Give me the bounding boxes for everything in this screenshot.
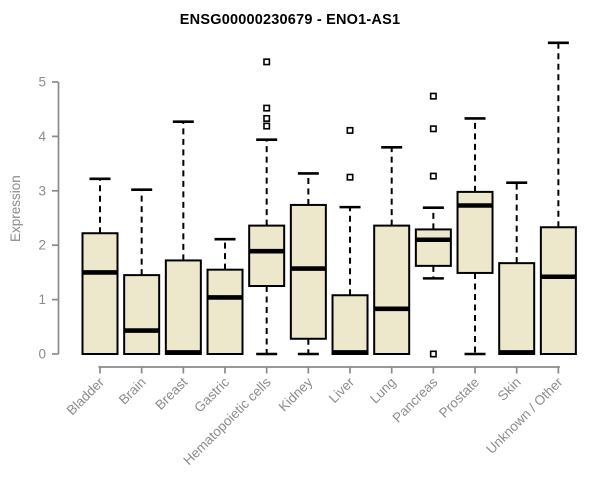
outlier-point — [346, 126, 354, 134]
outlier-point — [429, 172, 437, 180]
y-tick-label: 3 — [38, 183, 46, 198]
x-tick-label-pancreas: Pancreas — [390, 374, 441, 425]
x-tick-label-unknown-other: Unknown / Other — [483, 374, 566, 457]
iqr-box — [539, 226, 577, 355]
boxplot-group-breast — [164, 120, 202, 356]
boxplot-group-pancreas — [414, 92, 452, 358]
boxplot-group-unknown-other — [539, 41, 577, 355]
boxplot-group-liver — [331, 126, 369, 355]
iqr-box — [81, 232, 119, 355]
x-tick-label-bladder: Bladder — [64, 374, 108, 418]
boxplot-group-skin — [498, 181, 536, 356]
x-tick-label-gastric: Gastric — [191, 374, 232, 415]
iqr-box — [123, 274, 161, 355]
iqr-box — [248, 224, 286, 287]
y-tick-label: 1 — [38, 292, 46, 307]
boxplot-group-bladder — [81, 177, 119, 355]
boxplot-group-kidney — [289, 172, 327, 356]
boxplot-group-hematopoietic-cells — [248, 58, 286, 356]
y-tick-label: 0 — [38, 347, 46, 362]
iqr-box — [373, 224, 411, 355]
outlier-point — [429, 125, 437, 133]
iqr-box — [331, 294, 369, 355]
iqr-box — [164, 259, 202, 356]
iqr-box — [414, 228, 452, 267]
iqr-box — [206, 268, 244, 355]
outlier-point — [429, 350, 437, 358]
outlier-point — [346, 173, 354, 181]
y-tick-label: 4 — [38, 129, 46, 144]
y-tick-label: 5 — [38, 75, 46, 90]
boxplot-group-lung — [373, 145, 411, 355]
boxplot-group-brain — [123, 188, 161, 355]
outlier-point — [263, 104, 271, 112]
chart-title: ENSG00000230679 - ENO1-AS1 — [179, 12, 401, 28]
x-tick-label-kidney: Kidney — [276, 374, 316, 414]
boxplot-group-prostate — [456, 117, 494, 356]
iqr-box — [289, 203, 327, 340]
outlier-point — [429, 92, 437, 100]
outlier-point — [263, 122, 271, 130]
x-tick-label-brain: Brain — [116, 375, 149, 408]
x-tick-label-prostate: Prostate — [436, 375, 482, 421]
x-tick-label-liver: Liver — [326, 374, 358, 406]
outlier-point — [263, 114, 271, 122]
iqr-box — [498, 262, 536, 356]
x-tick-label-skin: Skin — [495, 375, 524, 404]
x-tick-label-lung: Lung — [367, 375, 399, 407]
boxplot-group-gastric — [206, 237, 244, 355]
x-tick-label-breast: Breast — [152, 374, 190, 412]
y-tick-label: 2 — [38, 238, 46, 253]
outlier-point — [263, 58, 271, 66]
